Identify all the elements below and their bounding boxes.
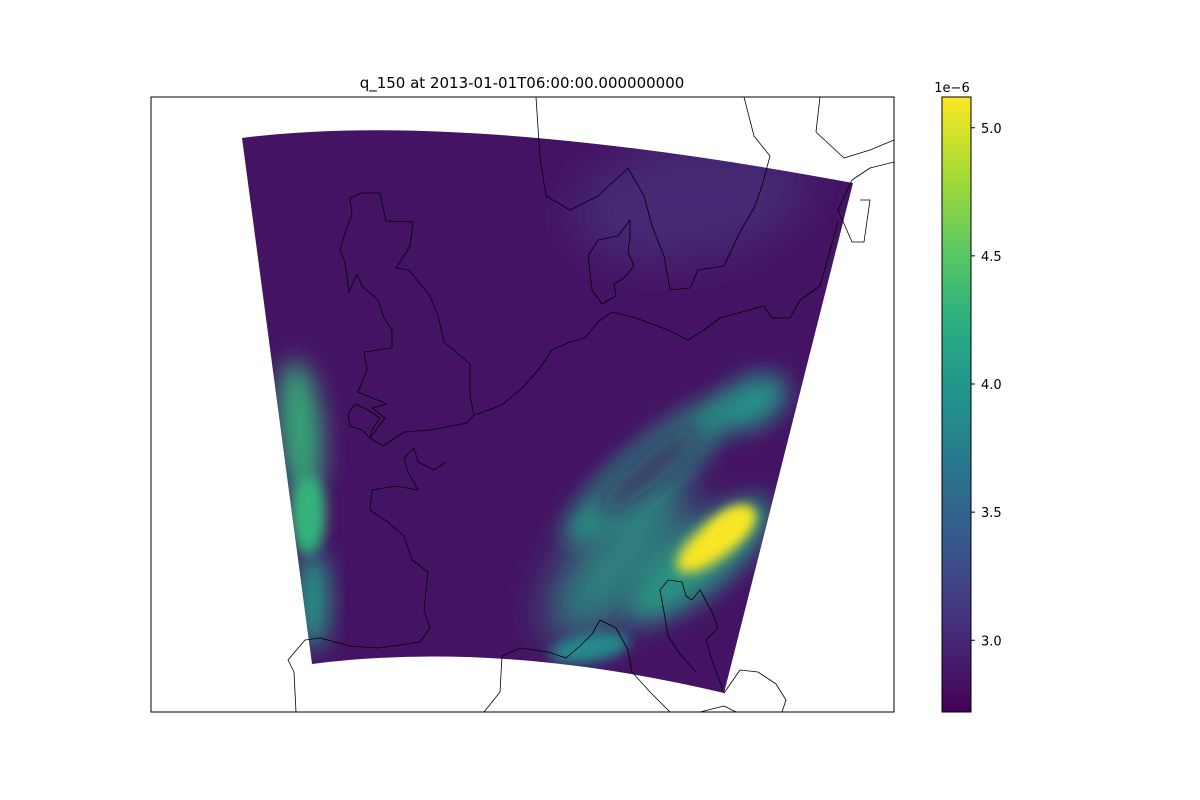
field-blob-north-east	[571, 137, 809, 263]
field-blob-south-east-band	[548, 479, 692, 641]
colorbar-ticks: 3.0 3.5 4.0 4.5 5.0	[971, 122, 1002, 649]
coastline-east	[819, 221, 839, 287]
coastline-iberia-north	[287, 637, 379, 712]
coastline-balkans	[723, 669, 787, 712]
field-blob-south-east-core	[709, 507, 751, 543]
colorbar-gradient	[942, 97, 971, 712]
colorbar: 3.0 3.5 4.0 4.5 5.0 1e−6	[934, 81, 1002, 713]
colorbar-tick-label: 3.5	[981, 506, 1002, 521]
coastline-south	[483, 619, 671, 712]
coastline-france-north	[474, 285, 821, 416]
coastline-mediterranean	[699, 705, 737, 712]
colorbar-tick-label: 3.0	[981, 634, 1002, 649]
colorbar-tick-label: 4.5	[981, 250, 1002, 265]
map-axes	[150, 96, 895, 713]
colorbar-tick-label: 5.0	[981, 122, 1002, 137]
field-blob-west-edge	[290, 475, 326, 555]
coastline-biscay	[369, 485, 431, 649]
chart-title: q_150 at 2013-01-01T06:00:00.000000000	[360, 74, 685, 93]
colorbar-tick-label: 4.0	[981, 378, 1002, 393]
field-dark-lane	[595, 423, 705, 517]
coastline-great-britain	[339, 192, 475, 447]
coastline-brittany	[403, 447, 447, 491]
coastline-sweden	[587, 219, 635, 305]
map-border	[150, 96, 895, 713]
coastline-baltic	[837, 161, 894, 243]
field-blob-south-coast	[550, 632, 630, 664]
coastline-ireland	[347, 403, 381, 439]
field-blob-east-patch	[716, 373, 788, 431]
coastline-norway	[535, 97, 771, 291]
field-blob-west-edge	[277, 360, 323, 500]
coastlines	[287, 97, 894, 712]
humidity-field	[242, 130, 853, 694]
coastline-italy	[659, 579, 725, 694]
colorbar-multiplier-label: 1e−6	[934, 81, 969, 96]
coastline-finland	[815, 97, 894, 159]
colorbar-border	[941, 96, 972, 713]
